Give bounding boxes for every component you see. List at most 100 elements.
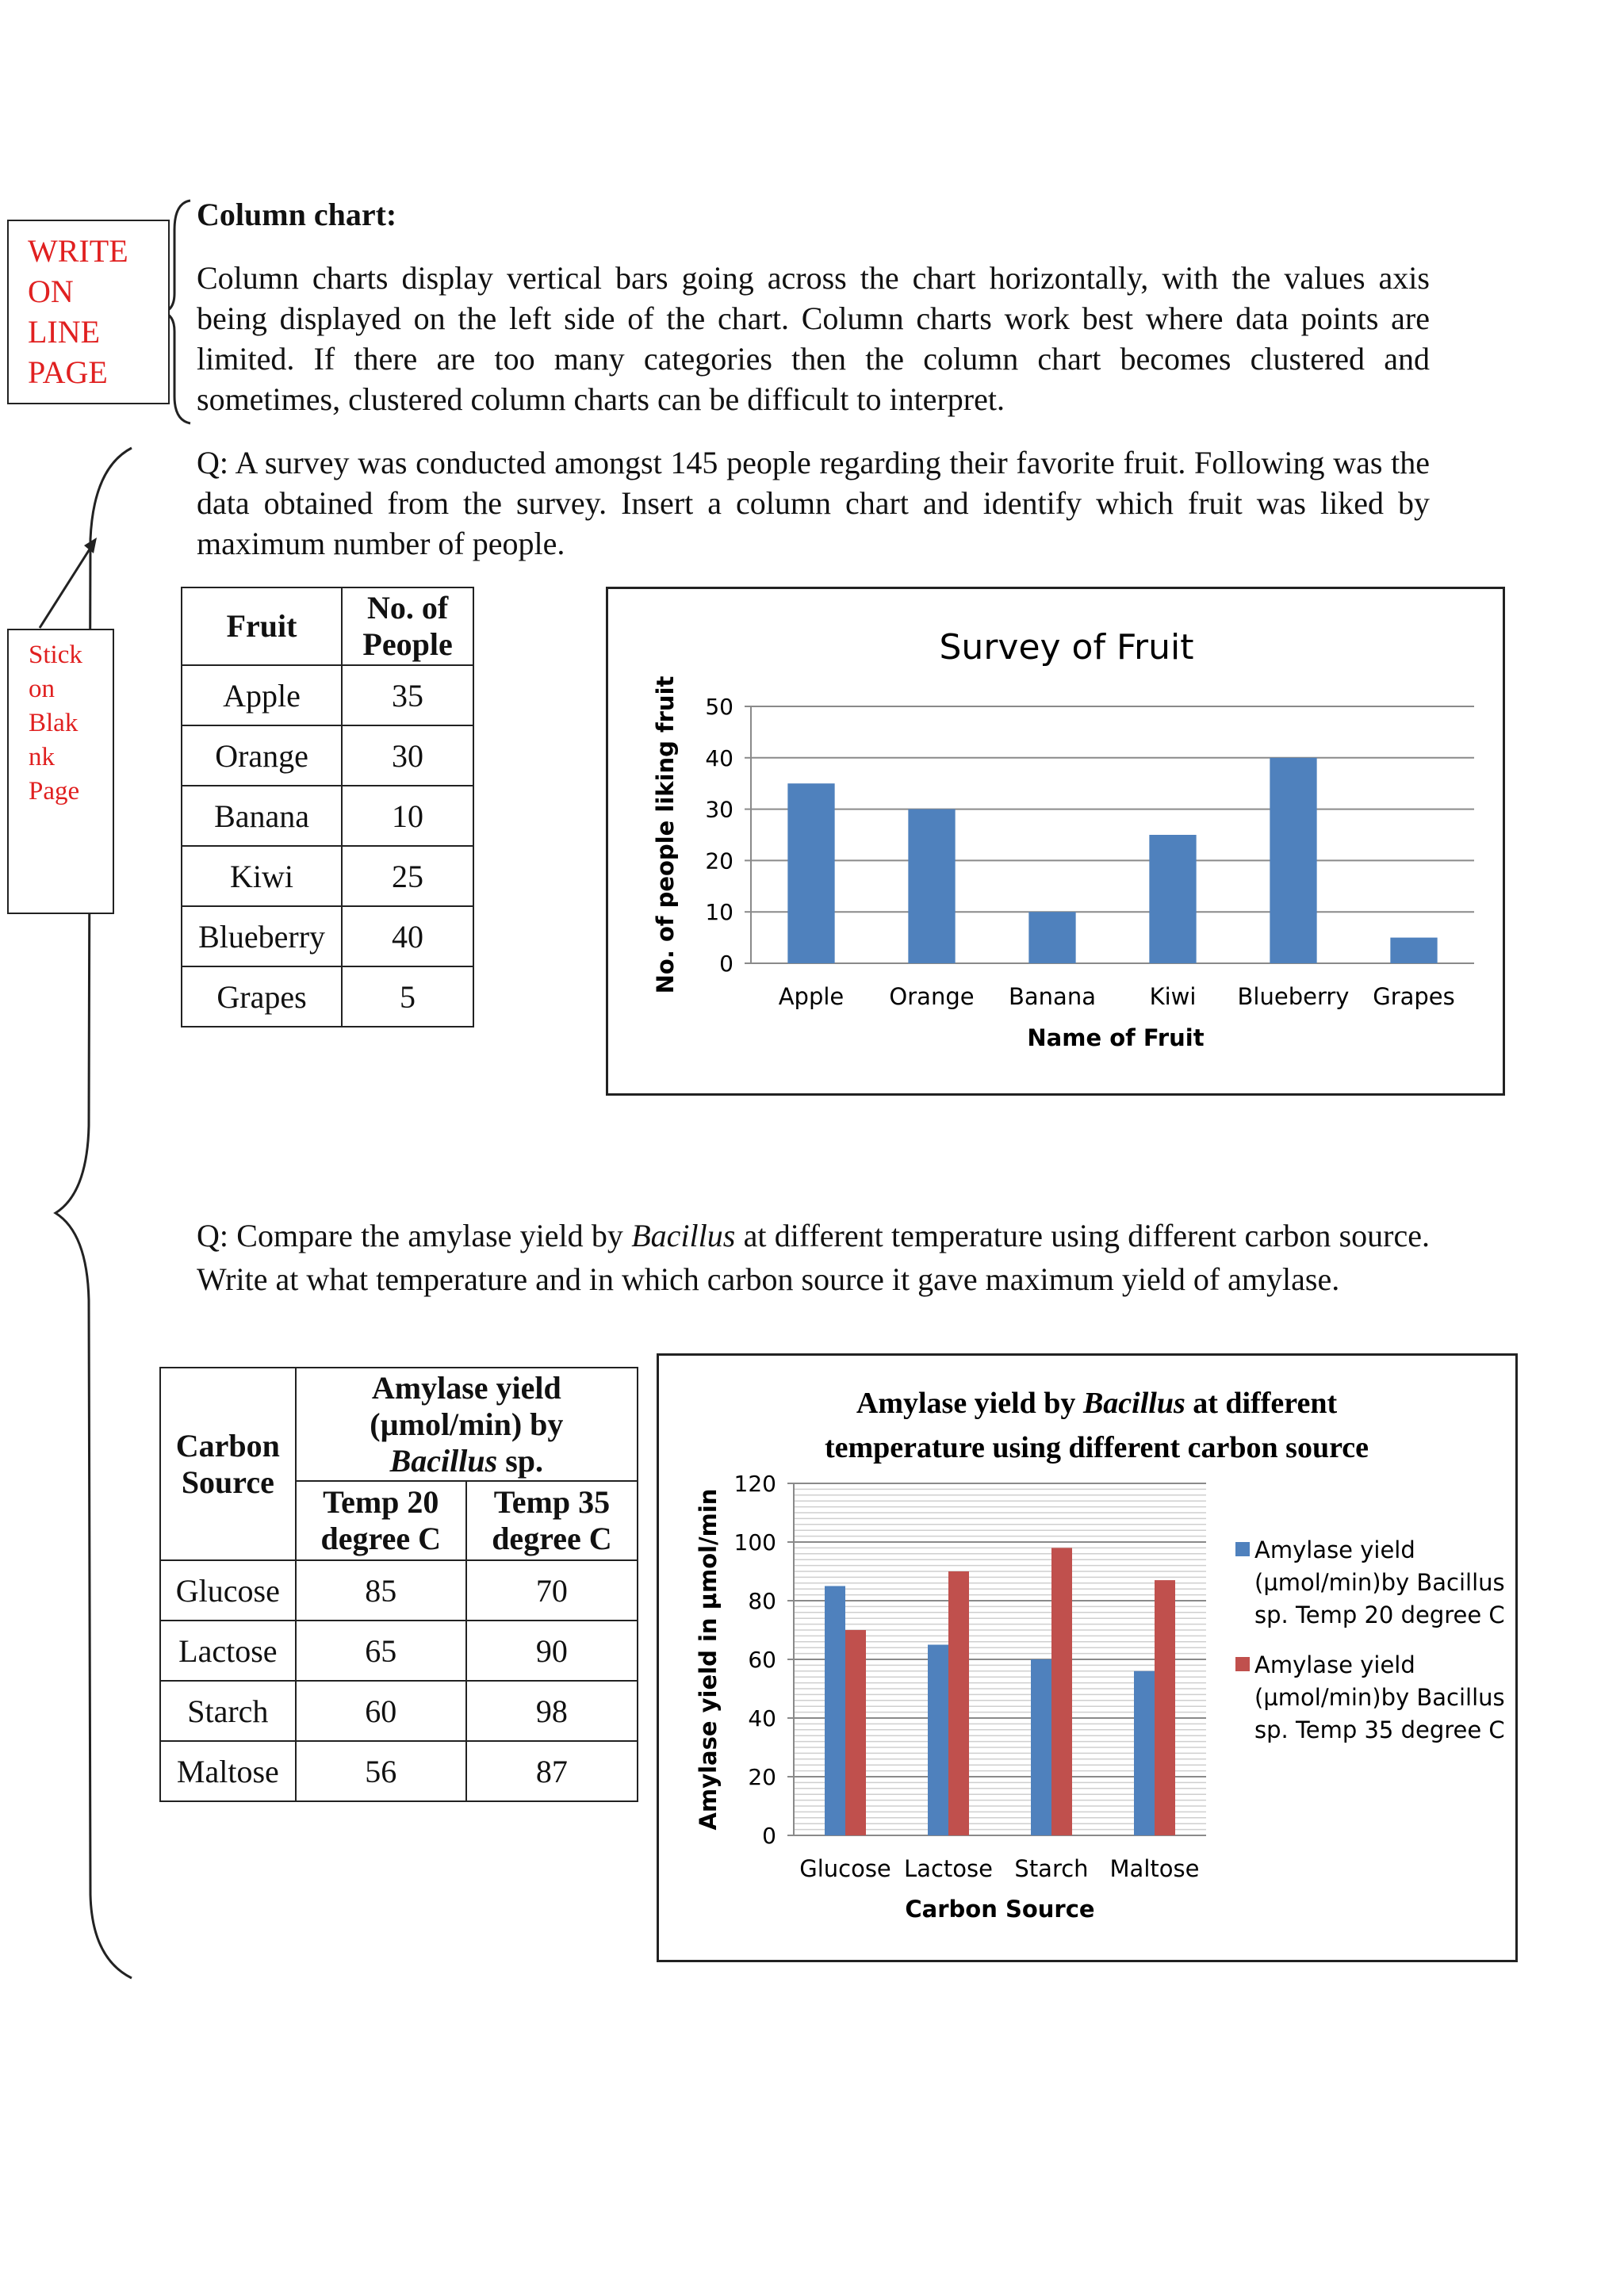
chart-title-line-2: temperature using different carbon sourc… xyxy=(825,1431,1369,1464)
note-line: on xyxy=(29,675,55,703)
bar-starch-series-2 xyxy=(1051,1548,1072,1835)
table-cell: Kiwi xyxy=(180,845,343,907)
question-2: Q: Compare the amylase yield by Bacillus… xyxy=(197,1214,1430,1301)
temp-20-header: Temp 20 degree C xyxy=(294,1480,467,1561)
table-cell: 65 xyxy=(294,1620,467,1682)
table-cell: 70 xyxy=(465,1559,639,1621)
table-row: Starch 60 98 xyxy=(159,1680,639,1742)
table-header: No. of People xyxy=(341,587,474,666)
amylase-chart-svg: Amylase yield by Bacillus at different te… xyxy=(695,1387,1505,1923)
table-cell: 10 xyxy=(341,785,474,847)
legend-swatch xyxy=(1235,1657,1250,1671)
question-2-text-end: at different temperature using different… xyxy=(197,1218,1430,1297)
y-tick-label: 100 xyxy=(734,1529,776,1556)
table-row: Blueberry 40 xyxy=(180,905,474,967)
table-cell: Maltose xyxy=(159,1740,297,1802)
table-cell: 40 xyxy=(341,905,474,967)
bar-apple xyxy=(787,783,835,963)
bar-maltose-series-1 xyxy=(1134,1670,1155,1835)
legend-label: Amylase yield xyxy=(1254,1651,1415,1678)
note-line: nk xyxy=(29,743,55,771)
legend-label: Amylase yield xyxy=(1254,1536,1415,1563)
header-line: degree C xyxy=(492,1521,612,1556)
legend-label: (µmol/min)by Bacillus xyxy=(1254,1684,1505,1711)
note-line: Page xyxy=(29,777,80,806)
section-heading: Column chart: xyxy=(197,197,397,232)
y-tick-label: 0 xyxy=(762,1823,776,1849)
header-line: Carbon xyxy=(175,1427,280,1464)
x-tick-label: Orange xyxy=(889,983,974,1010)
y-tick-label: 120 xyxy=(734,1471,776,1497)
table-cell: Orange xyxy=(180,725,343,786)
amylase-table: Carbon Source Amylase yield (µmol/min) b… xyxy=(159,1367,639,1802)
amylase-chart: Amylase yield by Bacillus at different te… xyxy=(657,1353,1518,1962)
table-cell: Starch xyxy=(159,1680,297,1742)
title-segment: at different xyxy=(1185,1387,1338,1420)
y-axis-title: No. of people liking fruit xyxy=(652,675,679,993)
bar-orange xyxy=(908,809,956,963)
header-line: degree C xyxy=(320,1521,441,1556)
table-row: Apple 35 xyxy=(180,664,474,726)
table-cell: 56 xyxy=(294,1740,467,1802)
table-cell: 60 xyxy=(294,1680,467,1742)
bar-maltose-series-2 xyxy=(1155,1580,1175,1835)
y-tick-label: 40 xyxy=(705,745,733,771)
note-line: LINE xyxy=(28,314,101,350)
y-tick-label: 50 xyxy=(705,694,733,720)
table-cell: 98 xyxy=(465,1680,639,1742)
carbon-source-header: Carbon Source xyxy=(159,1367,297,1561)
bar-starch-series-1 xyxy=(1031,1659,1051,1835)
x-tick-label: Starch xyxy=(1014,1855,1088,1882)
bar-blueberry xyxy=(1270,757,1317,963)
legend-swatch xyxy=(1235,1542,1250,1556)
chart-title: Survey of Fruit xyxy=(940,627,1194,668)
table-cell: 87 xyxy=(465,1740,639,1802)
table-cell: Apple xyxy=(180,664,343,726)
table-row: Banana 10 xyxy=(180,785,474,847)
stick-on-blank-page-note: Stick on Blak nk Page xyxy=(7,629,114,914)
note-line: WRITE xyxy=(28,233,128,269)
legend-label: sp. Temp 35 degree C xyxy=(1254,1716,1505,1743)
header-line: sp. xyxy=(497,1442,544,1479)
title-segment: Amylase yield by xyxy=(856,1387,1083,1420)
table-cell: Glucose xyxy=(159,1559,297,1621)
header-italic: Bacillus xyxy=(389,1442,498,1479)
header-line: Source xyxy=(181,1464,274,1500)
intro-paragraph: Column charts display vertical bars goin… xyxy=(197,260,1430,417)
temp-35-header: Temp 35 degree C xyxy=(465,1480,639,1561)
bar-lactose-series-1 xyxy=(928,1644,948,1835)
x-tick-label: Apple xyxy=(779,983,845,1010)
table-cell: 25 xyxy=(341,845,474,907)
table-cell: 30 xyxy=(341,725,474,786)
question-1: Q: A survey was conducted amongst 145 pe… xyxy=(197,445,1430,561)
x-tick-label: Banana xyxy=(1009,983,1096,1010)
amylase-yield-header: Amylase yield (µmol/min) by Bacillus sp. xyxy=(294,1367,639,1482)
header-line: Temp 35 xyxy=(493,1484,611,1520)
table-row: Grapes 5 xyxy=(180,966,474,1027)
table-cell: Grapes xyxy=(180,966,343,1027)
table-cell: Lactose xyxy=(159,1620,297,1682)
table-cell: 35 xyxy=(341,664,474,726)
legend-label: (µmol/min)by Bacillus xyxy=(1254,1569,1505,1596)
table-cell: 85 xyxy=(294,1559,467,1621)
write-on-line-page-note: WRITE ON LINE PAGE xyxy=(7,220,170,404)
table-row: Orange 30 xyxy=(180,725,474,786)
legend-label: sp. Temp 20 degree C xyxy=(1254,1601,1505,1628)
table-cell: 5 xyxy=(341,966,474,1027)
x-axis-title: Carbon Source xyxy=(905,1896,1094,1923)
question-2-text-start: Q: Compare the amylase yield by xyxy=(197,1218,632,1253)
bar-glucose-series-2 xyxy=(845,1630,866,1835)
x-tick-label: Lactose xyxy=(904,1855,993,1882)
header-line: (µmol/min) by xyxy=(370,1406,564,1442)
bar-grapes xyxy=(1390,937,1438,963)
x-tick-label: Blueberry xyxy=(1238,983,1350,1010)
note-line: ON xyxy=(28,274,74,309)
table-row: Maltose 56 87 xyxy=(159,1740,639,1802)
table-cell: Banana xyxy=(180,785,343,847)
table-header: Fruit xyxy=(180,587,343,666)
x-tick-label: Kiwi xyxy=(1150,983,1197,1010)
fruit-table: Fruit No. of People Apple 35 Orange 30 B… xyxy=(180,587,474,1027)
table-cell: Blueberry xyxy=(180,905,343,967)
y-tick-label: 20 xyxy=(748,1764,776,1790)
note-line: Stick xyxy=(29,641,82,669)
